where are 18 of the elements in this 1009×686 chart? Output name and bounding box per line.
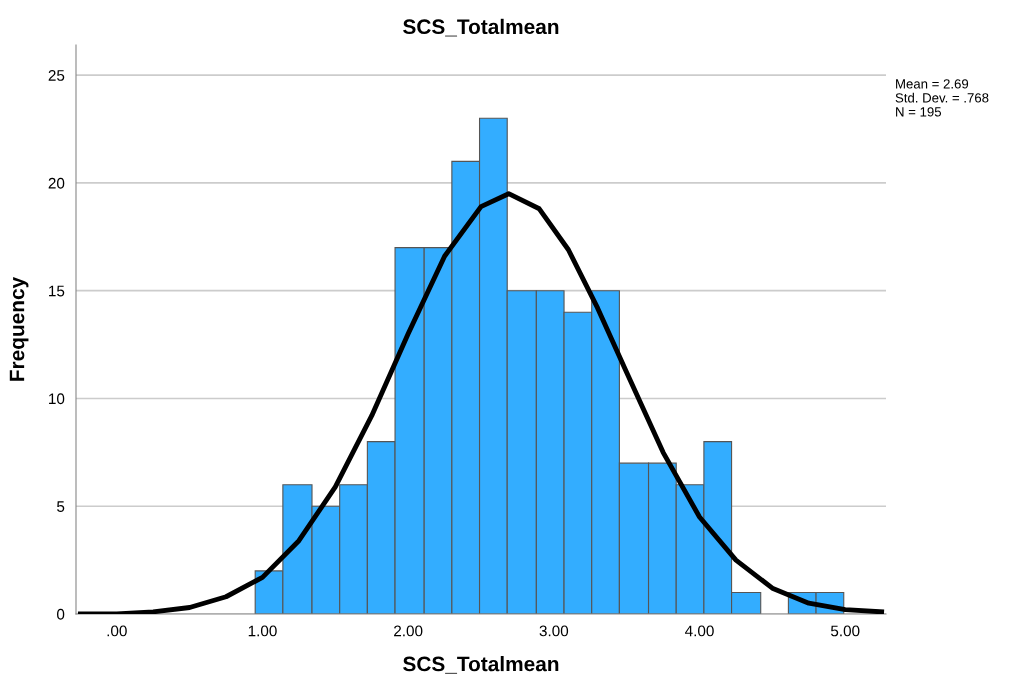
x-tick-label: 5.00	[830, 625, 860, 637]
text: Std. Dev. = .768	[895, 92, 989, 103]
x-axis-title: SCS_Totalmean	[403, 656, 559, 674]
y-axis-title: Frequency	[9, 276, 29, 381]
x-tick-label: 1.00	[248, 625, 277, 637]
x-tick-label: 3.00	[539, 625, 569, 637]
text: Mean = 2.69	[896, 79, 969, 89]
y-tick-label: 0	[56, 608, 65, 620]
x-tick-label: 4.00	[685, 625, 714, 637]
y-tick-label: 10	[49, 393, 65, 405]
y-tick-label: 20	[48, 177, 65, 189]
x-tick-label: .00	[107, 625, 127, 637]
y-tick-label: 5	[57, 501, 65, 512]
x-tick-label: 2.00	[394, 625, 423, 637]
y-tick-label: 15	[49, 285, 65, 297]
text: N = 195	[896, 107, 942, 117]
y-tick-label: 25	[48, 70, 65, 81]
chart-title: SCS_Totalmean	[403, 18, 559, 37]
